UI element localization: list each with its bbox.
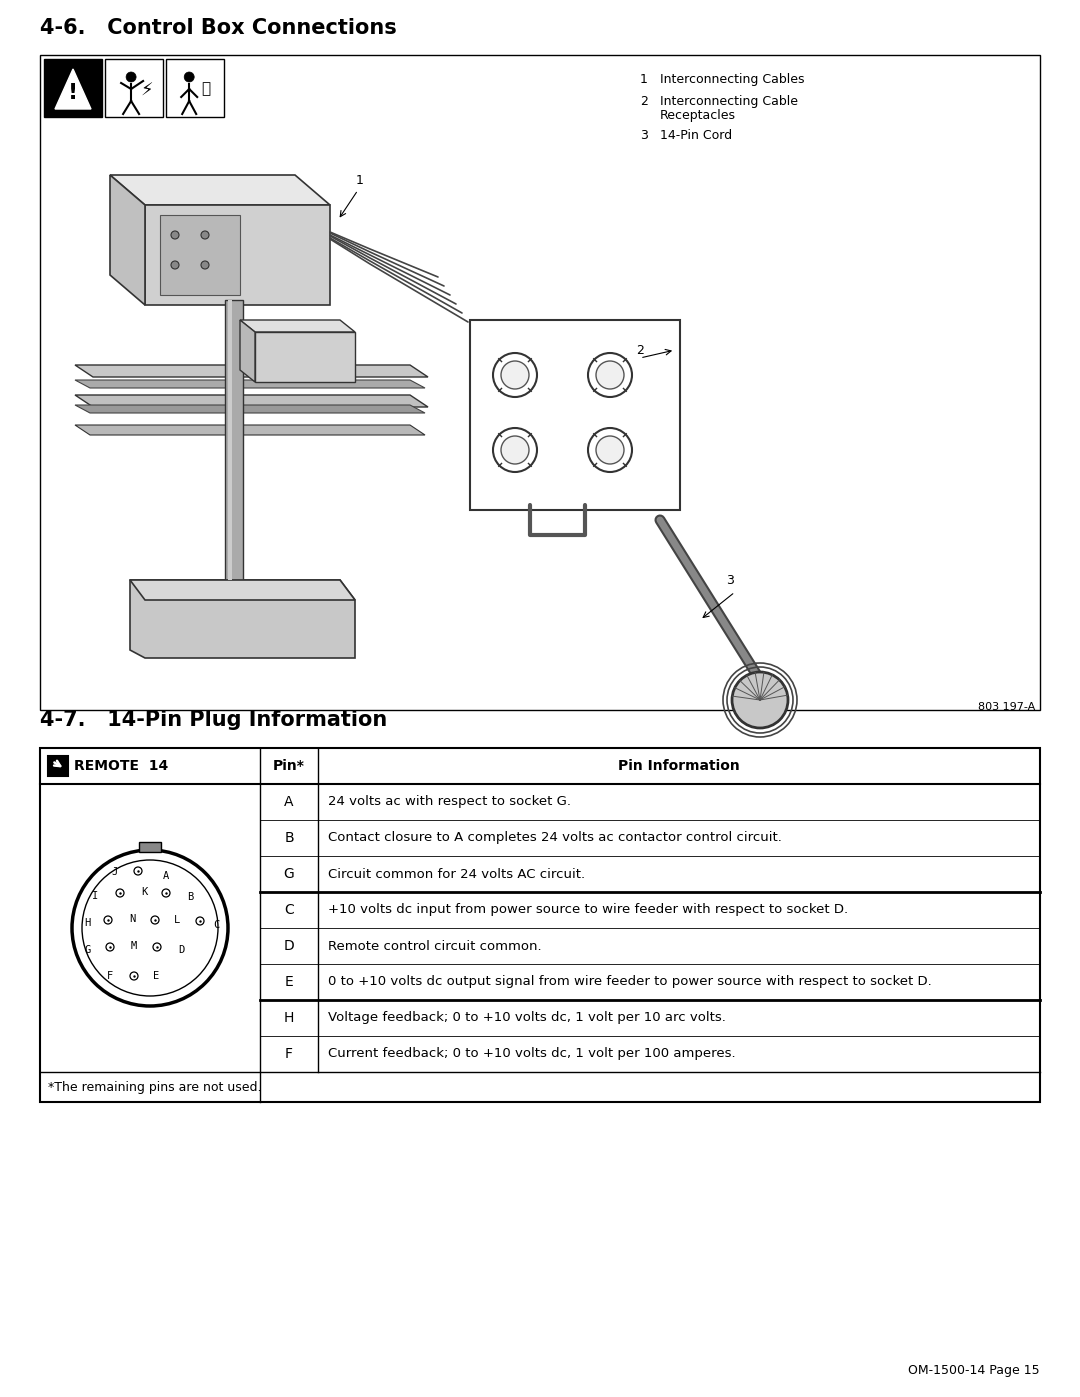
Bar <box>166 59 224 117</box>
Text: H: H <box>284 1011 294 1025</box>
Polygon shape <box>130 580 355 658</box>
Text: F: F <box>285 1046 293 1060</box>
Circle shape <box>82 861 218 996</box>
Polygon shape <box>240 320 255 381</box>
Bar <box>470 320 680 510</box>
Text: 803 197-A: 803 197-A <box>977 703 1035 712</box>
Text: C: C <box>213 921 219 930</box>
Text: Remote control circuit common.: Remote control circuit common. <box>328 940 542 953</box>
Text: Receptacles: Receptacles <box>660 109 735 122</box>
Bar <box>48 756 68 775</box>
Bar <box>44 59 102 117</box>
Text: E: E <box>285 975 294 989</box>
Text: +10 volts dc input from power source to wire feeder with respect to socket D.: +10 volts dc input from power source to … <box>328 904 848 916</box>
Bar <box>225 300 243 580</box>
Text: I: I <box>92 891 98 901</box>
Polygon shape <box>75 405 426 414</box>
Text: Interconnecting Cables: Interconnecting Cables <box>660 73 805 87</box>
Text: A: A <box>284 795 294 809</box>
Text: J: J <box>112 868 118 877</box>
Circle shape <box>171 231 179 239</box>
Polygon shape <box>75 365 428 377</box>
Text: 1: 1 <box>356 173 364 187</box>
Text: B: B <box>284 831 294 845</box>
Bar <box>40 54 1040 710</box>
Bar <box>105 59 163 117</box>
Circle shape <box>732 672 788 728</box>
Polygon shape <box>55 68 91 109</box>
Circle shape <box>201 231 210 239</box>
Circle shape <box>126 73 136 82</box>
Circle shape <box>596 436 624 464</box>
Text: Contact closure to A completes 24 volts ac contactor control circuit.: Contact closure to A completes 24 volts … <box>328 831 782 845</box>
Text: 💨: 💨 <box>201 81 210 96</box>
Circle shape <box>492 353 537 397</box>
Polygon shape <box>75 395 428 407</box>
Text: B: B <box>187 893 193 902</box>
Text: E: E <box>153 971 159 981</box>
Text: ⚡: ⚡ <box>140 82 153 101</box>
Text: H: H <box>84 918 90 928</box>
Text: Current feedback; 0 to +10 volts dc, 1 volt per 100 amperes.: Current feedback; 0 to +10 volts dc, 1 v… <box>328 1048 735 1060</box>
Text: 1: 1 <box>640 73 648 87</box>
Text: D: D <box>284 939 295 953</box>
Text: Circuit common for 24 volts AC circuit.: Circuit common for 24 volts AC circuit. <box>328 868 585 880</box>
Text: L: L <box>174 915 180 925</box>
Text: G: G <box>284 868 295 882</box>
Text: !: ! <box>68 82 78 103</box>
Polygon shape <box>75 425 426 434</box>
Circle shape <box>185 73 194 82</box>
Text: REMOTE  14: REMOTE 14 <box>75 759 168 773</box>
Polygon shape <box>110 175 330 205</box>
Text: 24 volts ac with respect to socket G.: 24 volts ac with respect to socket G. <box>328 795 571 809</box>
Circle shape <box>492 427 537 472</box>
Polygon shape <box>75 380 426 388</box>
Circle shape <box>588 427 632 472</box>
Text: G: G <box>85 944 91 956</box>
Circle shape <box>201 261 210 270</box>
Text: 2: 2 <box>640 95 648 108</box>
Text: *The remaining pins are not used.: *The remaining pins are not used. <box>48 1080 261 1094</box>
Text: F: F <box>107 971 113 981</box>
Text: Voltage feedback; 0 to +10 volts dc, 1 volt per 10 arc volts.: Voltage feedback; 0 to +10 volts dc, 1 v… <box>328 1011 726 1024</box>
Text: OM-1500-14 Page 15: OM-1500-14 Page 15 <box>908 1363 1040 1377</box>
Polygon shape <box>240 320 355 332</box>
Text: N: N <box>129 914 135 923</box>
Text: 2: 2 <box>636 344 644 356</box>
Text: 0 to +10 volts dc output signal from wire feeder to power source with respect to: 0 to +10 volts dc output signal from wir… <box>328 975 932 989</box>
Circle shape <box>501 360 529 388</box>
Text: K: K <box>140 887 147 897</box>
Bar <box>139 842 161 852</box>
Text: Pin*: Pin* <box>273 759 305 773</box>
Text: A: A <box>163 870 170 882</box>
Polygon shape <box>145 205 330 305</box>
Text: Interconnecting Cable: Interconnecting Cable <box>660 95 798 108</box>
Text: 3: 3 <box>726 574 734 587</box>
Circle shape <box>501 436 529 464</box>
Polygon shape <box>160 215 240 295</box>
Bar <box>40 747 1040 1102</box>
Text: D: D <box>178 944 184 956</box>
Text: 4-7.   14-Pin Plug Information: 4-7. 14-Pin Plug Information <box>40 710 388 731</box>
Circle shape <box>171 261 179 270</box>
Polygon shape <box>110 175 145 305</box>
Polygon shape <box>255 332 355 381</box>
Text: 14-Pin Cord: 14-Pin Cord <box>660 129 732 142</box>
Circle shape <box>588 353 632 397</box>
Polygon shape <box>130 580 355 599</box>
Text: 4-6.   Control Box Connections: 4-6. Control Box Connections <box>40 18 396 38</box>
Circle shape <box>72 849 228 1006</box>
Circle shape <box>596 360 624 388</box>
Text: C: C <box>284 902 294 916</box>
Bar <box>228 300 232 580</box>
Text: M: M <box>131 942 137 951</box>
Text: Pin Information: Pin Information <box>618 759 740 773</box>
Text: 3: 3 <box>640 129 648 142</box>
